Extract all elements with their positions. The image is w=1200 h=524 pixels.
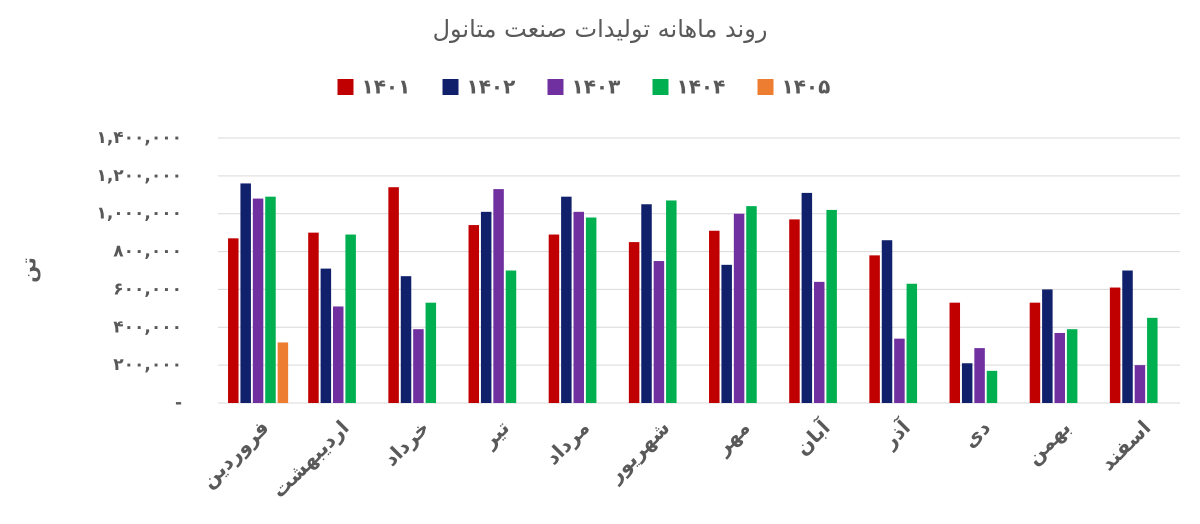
bar [573, 211, 584, 403]
bar [826, 209, 837, 403]
y-tick-label: ۸۰۰,۰۰۰ [113, 242, 182, 262]
bar [277, 342, 289, 403]
bar [493, 189, 504, 403]
bar [585, 217, 597, 403]
bar [1122, 270, 1133, 403]
chart-title: روند ماهانه تولیدات صنعت متانول [433, 15, 768, 43]
bar [894, 338, 905, 403]
x-tick-label: مهر [710, 415, 755, 460]
bar [1054, 332, 1065, 403]
bar [252, 198, 264, 403]
legend-swatch [757, 79, 774, 95]
y-tick-label: ۱,۲۰۰,۰۰۰ [96, 166, 182, 186]
legend-label: ۱۴۰۵ [782, 75, 831, 99]
y-tick-label: ۶۰۰,۰۰۰ [113, 279, 182, 299]
x-tick-label: دی [958, 415, 995, 452]
bar [721, 264, 732, 403]
bar [1042, 289, 1053, 403]
bar [1147, 317, 1158, 403]
bar [709, 230, 720, 403]
bar [548, 234, 560, 403]
bar [653, 261, 665, 403]
bar [240, 183, 251, 403]
bar [906, 283, 918, 403]
x-tick-label: فروردین [196, 415, 273, 492]
bar [746, 206, 757, 403]
bar [468, 225, 480, 403]
x-tick-label: شهریور [602, 415, 674, 487]
bar [881, 240, 893, 403]
y-tick-label: ۲۰۰,۰۰۰ [113, 355, 182, 375]
bar [869, 255, 880, 403]
bar [1029, 302, 1041, 403]
x-tick-label: اسفند [1095, 415, 1155, 475]
bar [345, 234, 356, 403]
bar [425, 302, 437, 403]
bar [733, 213, 745, 403]
y-tick-label: - [175, 393, 182, 413]
x-tick-label: آبان [789, 414, 835, 460]
legend-swatch [547, 79, 564, 95]
bar [801, 192, 813, 403]
x-tick-label: اردیبهشت [267, 415, 354, 502]
bar [265, 196, 276, 403]
bar [388, 187, 399, 403]
bar [986, 370, 998, 403]
bar [505, 270, 517, 403]
legend-label: ۱۴۰۲ [467, 75, 516, 99]
bar [320, 268, 332, 403]
y-axis-label: تن [17, 257, 41, 283]
legend-label: ۱۴۰۱ [362, 75, 411, 99]
legend-swatch [337, 79, 354, 95]
legend-swatch [652, 79, 669, 95]
bar [961, 363, 973, 403]
bar [228, 238, 239, 403]
bar [333, 306, 344, 403]
bar [413, 329, 424, 403]
x-tick-label: بهمن [1021, 415, 1075, 469]
legend-label: ۱۴۰۴ [677, 75, 726, 99]
bar [641, 204, 652, 403]
y-tick-label: ۴۰۰,۰۰۰ [113, 317, 182, 337]
bar [1066, 329, 1078, 403]
legend-label: ۱۴۰۳ [572, 75, 621, 99]
bar [666, 200, 677, 403]
bar [308, 232, 319, 403]
bar [974, 348, 985, 403]
x-tick-label: مرداد [540, 415, 594, 469]
y-tick-label: ۱,۴۰۰,۰۰۰ [96, 128, 182, 148]
bar [949, 302, 961, 403]
bar [1109, 287, 1121, 403]
x-tick-label: خرداد [379, 415, 434, 470]
bar [561, 196, 572, 403]
bar [814, 281, 825, 403]
x-tick-label: آذر [876, 414, 915, 453]
bar [480, 211, 492, 403]
legend-swatch [442, 79, 459, 95]
bar [400, 276, 412, 403]
bar [1134, 365, 1146, 403]
bar [789, 219, 800, 403]
bar [628, 242, 640, 403]
y-tick-label: ۱,۰۰۰,۰۰۰ [96, 204, 182, 224]
x-tick-label: تیر [476, 415, 514, 453]
